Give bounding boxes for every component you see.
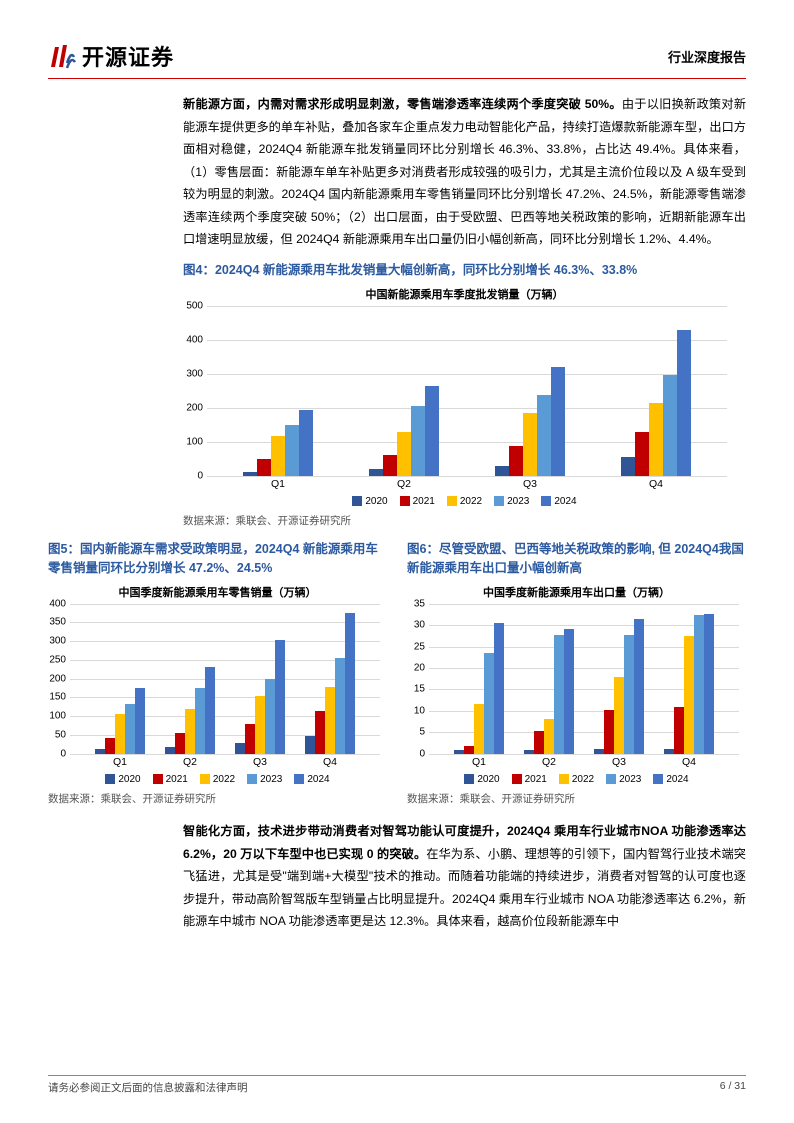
bar — [369, 469, 383, 476]
bar — [684, 636, 694, 754]
bar — [621, 457, 635, 476]
bar — [245, 724, 255, 753]
bar — [175, 733, 185, 754]
two-column-charts: 图5：国内新能源车需求受政策明显，2024Q4 新能源乘用车零售销量同环比分别增… — [48, 540, 746, 806]
bar — [635, 432, 649, 476]
bar — [664, 749, 674, 754]
fig6-title: 图6：尽管受欧盟、巴西等地关税政策的影响, 但 2024Q4我国新能源乘用车出口… — [407, 540, 746, 578]
fig4-source: 数据来源：乘联会、开源证券研究所 — [183, 513, 746, 528]
bar — [115, 714, 125, 753]
bar — [624, 635, 634, 754]
bar — [464, 746, 474, 754]
bar — [523, 413, 537, 476]
bar — [257, 459, 271, 475]
fig5-title: 图5：国内新能源车需求受政策明显，2024Q4 新能源乘用车零售销量同环比分别增… — [48, 540, 387, 578]
bar — [474, 704, 484, 753]
bar — [275, 640, 285, 753]
bar — [255, 696, 265, 754]
bar — [345, 613, 355, 754]
fig4-title: 图4：2024Q4 新能源乘用车批发销量大幅创新高，同环比分别增长 46.3%、… — [183, 261, 746, 280]
bar — [397, 432, 411, 476]
bar — [299, 410, 313, 475]
bar — [305, 736, 315, 754]
paragraph-nev: 新能源方面，内需对需求形成明显刺激，零售端渗透率连续两个季度突破 50%。由于以… — [183, 93, 746, 251]
bar — [524, 750, 534, 753]
bar — [704, 614, 714, 754]
bar — [285, 425, 299, 475]
bar — [125, 704, 135, 754]
bar — [551, 367, 565, 476]
fig6-source: 数据来源：乘联会、开源证券研究所 — [407, 791, 746, 806]
bar — [165, 747, 175, 754]
bar — [315, 711, 325, 754]
bar — [564, 629, 574, 753]
bar — [195, 688, 205, 754]
bar — [694, 615, 704, 753]
page-header: 开源证券 行业深度报告 — [48, 40, 746, 79]
bar — [425, 386, 439, 476]
bar — [494, 623, 504, 754]
bar — [677, 330, 691, 476]
bar — [411, 406, 425, 476]
bar — [534, 731, 544, 753]
bar — [554, 635, 564, 754]
bar — [265, 679, 275, 753]
bar — [383, 455, 397, 476]
bar — [185, 709, 195, 753]
bar — [634, 619, 644, 754]
bar — [454, 750, 464, 753]
report-type: 行业深度报告 — [668, 47, 746, 66]
fig5-source: 数据来源：乘联会、开源证券研究所 — [48, 791, 387, 806]
bar — [325, 687, 335, 754]
bar — [335, 658, 345, 754]
logo-text: 开源证券 — [82, 40, 174, 72]
bar — [674, 707, 684, 754]
page-number: 6 / 31 — [720, 1080, 746, 1095]
bar — [614, 677, 624, 753]
bar — [509, 446, 523, 476]
bar — [649, 403, 663, 476]
bar — [663, 375, 677, 475]
logo-icon — [48, 41, 76, 71]
bar — [544, 719, 554, 753]
paragraph-smart: 智能化方面，技术进步带动消费者对智驾功能认可度提升，2024Q4 乘用车行业城市… — [183, 820, 746, 933]
page-footer: 请务必参阅正文后面的信息披露和法律声明 6 / 31 — [48, 1075, 746, 1095]
footer-disclaimer: 请务必参阅正文后面的信息披露和法律声明 — [48, 1080, 248, 1095]
bar — [537, 395, 551, 476]
fig4-chart: 中国新能源乘用车季度批发销量（万辆） 0100200300400500 Q1Q2… — [183, 286, 746, 510]
bar — [205, 667, 215, 754]
bar — [135, 688, 145, 754]
bar — [604, 710, 614, 754]
bar — [95, 749, 105, 754]
company-logo: 开源证券 — [48, 40, 174, 72]
bar — [105, 738, 115, 754]
bar — [243, 472, 257, 475]
bar — [484, 653, 494, 754]
bar — [235, 743, 245, 754]
bar — [594, 749, 604, 753]
bar — [271, 436, 285, 476]
bar — [495, 466, 509, 476]
